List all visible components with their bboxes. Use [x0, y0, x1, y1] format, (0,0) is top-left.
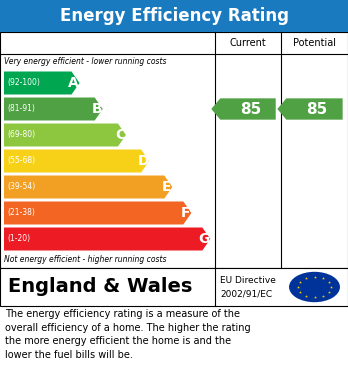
Polygon shape: [4, 97, 103, 120]
Text: B: B: [92, 102, 102, 116]
Polygon shape: [4, 176, 172, 199]
Text: Potential: Potential: [293, 38, 336, 48]
Ellipse shape: [289, 272, 340, 302]
Text: F: F: [181, 206, 190, 220]
Text: (92-100): (92-100): [7, 79, 40, 88]
Polygon shape: [4, 72, 80, 95]
Text: 85: 85: [240, 102, 261, 117]
Text: 2002/91/EC: 2002/91/EC: [220, 289, 272, 298]
Text: Energy Efficiency Rating: Energy Efficiency Rating: [60, 7, 288, 25]
Text: G: G: [199, 232, 210, 246]
Text: (81-91): (81-91): [7, 104, 35, 113]
Text: A: A: [68, 76, 79, 90]
Polygon shape: [4, 228, 210, 251]
Bar: [0, 32, 348, 268]
Text: E: E: [161, 180, 171, 194]
Text: The energy efficiency rating is a measure of the
overall efficiency of a home. T: The energy efficiency rating is a measur…: [5, 309, 251, 360]
Polygon shape: [4, 124, 126, 147]
Text: C: C: [115, 128, 125, 142]
Polygon shape: [277, 99, 343, 120]
Text: (55-68): (55-68): [7, 156, 35, 165]
Text: (69-80): (69-80): [7, 131, 35, 140]
Polygon shape: [4, 201, 191, 224]
Text: EU Directive: EU Directive: [220, 276, 276, 285]
Text: 85: 85: [307, 102, 328, 117]
Text: (21-38): (21-38): [7, 208, 35, 217]
Bar: [0, 268, 348, 306]
Text: England & Wales: England & Wales: [8, 278, 192, 296]
Polygon shape: [211, 99, 276, 120]
Text: (39-54): (39-54): [7, 183, 35, 192]
Text: Not energy efficient - higher running costs: Not energy efficient - higher running co…: [4, 255, 166, 264]
Text: Current: Current: [230, 38, 266, 48]
Bar: [0, 0, 348, 32]
Polygon shape: [4, 149, 149, 172]
Text: Very energy efficient - lower running costs: Very energy efficient - lower running co…: [4, 57, 166, 66]
Text: D: D: [137, 154, 149, 168]
Text: (1-20): (1-20): [7, 235, 30, 244]
